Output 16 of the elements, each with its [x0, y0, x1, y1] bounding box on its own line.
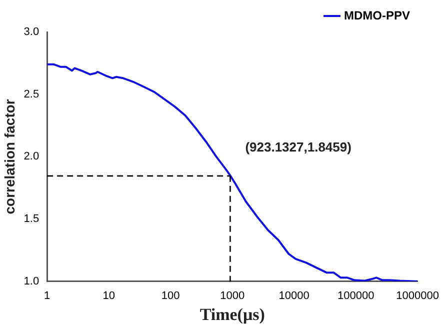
- x-axis-title: Time(μs): [200, 305, 265, 324]
- y-tick-label: 2.5: [24, 88, 40, 100]
- y-tick-label: 2.0: [24, 150, 40, 163]
- legend-label: MDMO-PPV: [344, 8, 410, 22]
- x-tick-label: 100000: [337, 290, 374, 302]
- annotation: (923.1327,1.8459): [245, 139, 352, 154]
- x-tick-label: 1: [44, 290, 50, 302]
- y-axis-title: correlation factor: [1, 98, 18, 214]
- x-tick-label: 10: [102, 290, 115, 302]
- y-tick-label: 1.5: [24, 213, 40, 226]
- y-tick-label: 3.0: [24, 26, 40, 38]
- x-tick-label: 1000: [220, 290, 245, 302]
- y-tick-label: 1.0: [24, 275, 40, 288]
- x-tick-label: 1000000: [396, 290, 439, 302]
- x-tick-label: 10000: [278, 290, 310, 302]
- x-tick-label: 100: [161, 290, 180, 302]
